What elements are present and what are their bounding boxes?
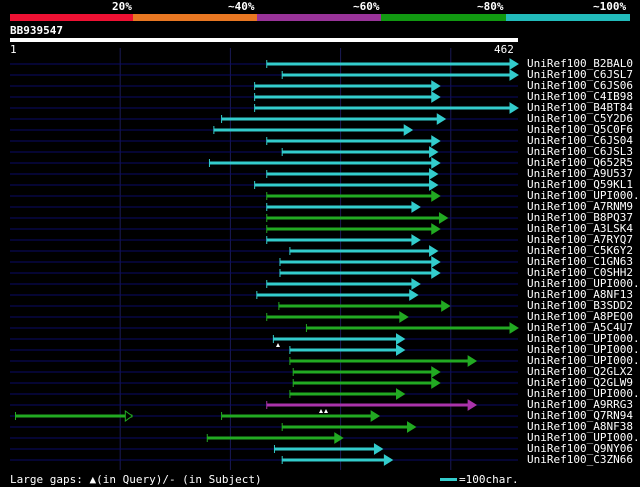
hit-end-arrow [395, 344, 406, 356]
hit-label[interactable]: UniRef100_A8NF13 [527, 288, 633, 301]
hit-label[interactable]: UniRef100_C6JSL3 [527, 145, 633, 158]
hit-label[interactable]: UniRef100_A3LSK4 [527, 222, 633, 235]
hit-label[interactable]: UniRef100_B2BAL0 [527, 57, 633, 70]
scale-label-20: 20% [112, 0, 132, 13]
hit-end-arrow [411, 278, 421, 290]
hit-end-arrow [403, 124, 414, 136]
hit-end-arrow [431, 267, 441, 279]
hit-label[interactable]: UniRef100_UPI000.. [527, 189, 640, 202]
gap-legend: Large gaps: ▲(in Query)/- (in Subject) [10, 473, 262, 486]
scale-label-100: ~100% [593, 0, 627, 13]
scale-segment-80 [381, 14, 506, 21]
query-end-label: 462 [494, 43, 514, 56]
hit-end-arrow [431, 80, 441, 92]
hit-end-arrow [411, 201, 421, 213]
hit-label[interactable]: UniRef100_A8NF38 [527, 420, 633, 433]
hit-label[interactable]: UniRef100_UPI000.. [527, 354, 640, 367]
hit-label[interactable]: UniRef100_B8PQ37 [527, 211, 633, 224]
hit-label[interactable]: UniRef100_Q5C0F6 [527, 123, 633, 136]
hit-end-arrow [441, 300, 451, 312]
hit-label[interactable]: UniRef100_C6JS04 [527, 134, 633, 147]
query-start-label: 1 [10, 43, 17, 56]
hit-label[interactable]: UniRef100_B4BT84 [527, 101, 633, 114]
scale-segment-100 [506, 14, 630, 21]
hit-label[interactable]: UniRef100_Q2GLW9 [527, 376, 633, 389]
query-gap-marker [324, 409, 328, 413]
hit-label[interactable]: UniRef100_A9RRG3 [527, 398, 633, 411]
hit-end-arrow [431, 157, 441, 169]
hit-end-arrow [509, 58, 519, 70]
hit-end-arrow [467, 399, 478, 411]
hit-end-arrow [431, 91, 441, 103]
scale-label-40: ~40% [228, 0, 255, 13]
hit-end-arrow [334, 432, 344, 444]
hit-label[interactable]: UniRef100_C3ZN66 [527, 453, 633, 466]
hit-end-arrow [429, 245, 439, 257]
hit-end-arrow [370, 410, 381, 422]
hit-segment-arrow [124, 410, 134, 422]
hit-end-arrow [438, 212, 449, 224]
hit-label[interactable]: UniRef100_Q59KL1 [527, 178, 633, 191]
hit-label[interactable]: UniRef100_A9U537 [527, 167, 633, 180]
hit-label[interactable]: UniRef100_B3SDD2 [527, 299, 633, 312]
hit-end-arrow [399, 311, 409, 323]
hit-end-arrow [431, 377, 441, 389]
hit-label[interactable]: UniRef100_Q9NY06 [527, 442, 633, 455]
hit-end-arrow [431, 223, 441, 235]
hit-label[interactable]: UniRef100_UPI000.. [527, 277, 640, 290]
hit-label[interactable]: UniRef100_C1GN63 [527, 255, 633, 268]
hit-end-arrow [431, 366, 441, 378]
hit-end-arrow [409, 289, 419, 301]
query-gap-marker [276, 343, 280, 347]
scale-label-60: ~60% [353, 0, 380, 13]
hit-end-arrow [431, 190, 441, 202]
hit-label[interactable]: UniRef100_A5C4U7 [527, 321, 633, 334]
hit-end-arrow [431, 256, 441, 268]
hit-end-arrow [429, 146, 439, 158]
hit-end-arrow [373, 443, 384, 455]
hit-label[interactable]: UniRef100_C0SHH2 [527, 266, 633, 279]
hit-label[interactable]: UniRef100_C5Y2D6 [527, 112, 633, 125]
hit-label[interactable]: UniRef100_Q2GLX2 [527, 365, 633, 378]
hit-end-arrow [509, 322, 519, 334]
hit-label[interactable]: UniRef100_C4IB98 [527, 90, 633, 103]
hit-label[interactable]: UniRef100_A8PEQ0 [527, 310, 633, 323]
query-gap-marker [319, 409, 323, 413]
scale-label-80: ~80% [477, 0, 504, 13]
hit-end-arrow [509, 102, 519, 114]
hit-label[interactable]: UniRef100_Q652R5 [527, 156, 633, 169]
hit-end-arrow [411, 234, 421, 246]
scale-legend-text: =100char. [459, 473, 519, 486]
hit-end-arrow [509, 69, 519, 81]
hit-end-arrow [383, 454, 394, 466]
scale-segment-60 [257, 14, 381, 21]
hit-label[interactable]: UniRef100_A7RYQ7 [527, 233, 633, 246]
hit-label[interactable]: UniRef100_UPI000.. [527, 332, 640, 345]
hit-label[interactable]: UniRef100_C5K6Y2 [527, 244, 633, 257]
hit-end-arrow [395, 333, 406, 345]
hit-label[interactable]: UniRef100_UPI000.. [527, 431, 640, 444]
hit-end-arrow [407, 421, 417, 433]
hit-label[interactable]: UniRef100_A7RNM9 [527, 200, 633, 213]
hit-end-arrow [429, 179, 439, 191]
hit-label[interactable]: UniRef100_UPI000.. [527, 387, 640, 400]
scale-segment-40 [133, 14, 257, 21]
hit-label[interactable]: UniRef100_C6JS06 [527, 79, 633, 92]
hit-end-arrow [436, 113, 447, 125]
identity-color-scale [10, 14, 630, 21]
hit-end-arrow [429, 168, 439, 180]
hit-end-arrow [395, 388, 406, 400]
hit-label[interactable]: UniRef100_Q7RN94 [527, 409, 633, 422]
scale-segment-20 [10, 14, 133, 21]
query-bar [10, 38, 518, 42]
hit-label[interactable]: UniRef100_C6JSL7 [527, 68, 633, 81]
scale-legend-swatch [440, 478, 457, 481]
hit-end-arrow [467, 355, 478, 367]
identity-scale-labels: 20% ~40% ~60% ~80% ~100% [0, 0, 640, 13]
hit-label[interactable]: UniRef100_UPI000.. [527, 343, 640, 356]
hit-end-arrow [431, 135, 441, 147]
query-id: BB939547 [10, 24, 63, 37]
